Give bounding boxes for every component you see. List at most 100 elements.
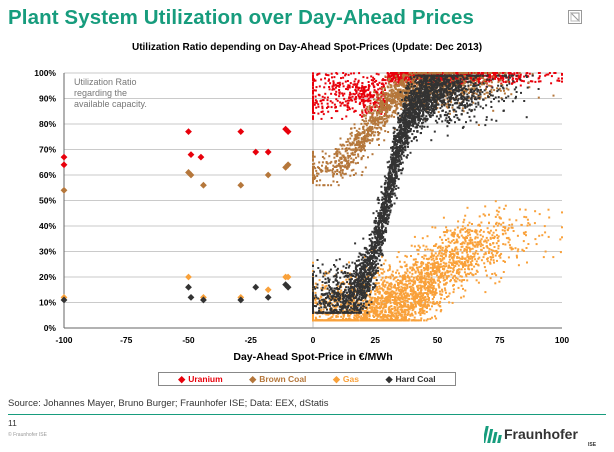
gas-cloud-point xyxy=(471,259,474,262)
gas-cloud-point xyxy=(370,249,373,252)
uranium-cloud-point xyxy=(365,112,368,115)
brown-coal-cloud-point xyxy=(410,73,413,76)
gas-cloud-point xyxy=(469,248,472,250)
gas-cloud-point xyxy=(414,261,417,263)
gas-cloud-point xyxy=(483,266,486,269)
gas-cloud-point xyxy=(450,256,453,259)
gas-cloud-point xyxy=(384,309,387,312)
gas-cloud-point xyxy=(440,238,443,241)
brown-coal-cloud-point xyxy=(346,144,349,147)
gas-cloud-point xyxy=(494,200,497,203)
gas-cloud-point xyxy=(314,297,317,300)
gas-cloud-point xyxy=(454,228,457,231)
uranium-cloud-point xyxy=(390,80,392,83)
brown-coal-cloud-point xyxy=(332,180,335,183)
gas-cloud-point xyxy=(447,266,450,269)
gas-cloud-point xyxy=(429,289,431,292)
gas-cloud-point xyxy=(453,266,456,269)
gas-cloud-point xyxy=(415,264,418,266)
uranium-cloud-point xyxy=(340,77,342,80)
gas-cloud-point xyxy=(538,213,541,216)
gas-cloud-point xyxy=(412,264,415,267)
gas-cloud-point xyxy=(319,304,322,307)
brown-coal-cloud-point xyxy=(390,114,393,117)
gas-cloud-point xyxy=(406,286,409,289)
gas-cloud-point xyxy=(433,245,435,247)
gas-cloud-point xyxy=(363,319,366,322)
uranium-cloud-point xyxy=(492,72,495,74)
gas-cloud-point xyxy=(402,300,405,303)
gas-cloud-point xyxy=(421,297,424,299)
gas-cloud-point xyxy=(429,286,432,289)
uranium-cloud-point xyxy=(400,74,403,77)
gas-cloud-point xyxy=(414,298,417,301)
gas-cloud-point xyxy=(427,285,430,288)
gas-cloud-point xyxy=(379,310,382,313)
gas-cloud-point xyxy=(389,317,392,320)
brown-coal-cloud-point xyxy=(497,81,500,84)
gas-cloud-point xyxy=(463,279,466,281)
brown-coal-cloud-point xyxy=(330,184,333,187)
gas-cloud-point xyxy=(442,268,445,271)
gas-cloud-point xyxy=(389,310,392,313)
gas-cloud-point xyxy=(445,275,448,278)
gas-cloud-point xyxy=(389,288,392,291)
gas-cloud-point xyxy=(393,283,396,286)
gas-cloud-point xyxy=(420,292,423,295)
uranium-cloud-point xyxy=(347,84,350,87)
uranium-cloud-point xyxy=(333,76,336,79)
gas-cloud-point xyxy=(471,273,474,276)
brown-coal-cloud-point xyxy=(324,152,327,155)
gas-cloud-point xyxy=(386,290,389,293)
gas-cloud-point xyxy=(443,279,446,281)
gas-cloud-point xyxy=(489,244,492,246)
gas-cloud-point xyxy=(439,257,442,260)
uranium-cloud-point xyxy=(358,103,361,105)
uranium-cloud-point xyxy=(377,88,380,91)
gas-cloud-point xyxy=(367,274,370,277)
gas-cloud-point xyxy=(384,284,387,286)
gas-cloud-point xyxy=(431,269,434,272)
gas-cloud-point xyxy=(371,296,374,299)
gas-cloud-point xyxy=(318,279,321,282)
gas-cloud-point xyxy=(408,279,411,282)
gas-cloud-point xyxy=(461,258,464,260)
gas-cloud-point xyxy=(411,269,414,272)
gas-cloud-point xyxy=(465,273,467,276)
gas-cloud-point xyxy=(407,303,410,306)
gas-cloud-point xyxy=(485,236,488,239)
gas-cloud-point xyxy=(407,319,410,322)
gas-cloud-point xyxy=(337,289,339,292)
gas-cloud-point xyxy=(400,297,403,300)
gas-cloud-point xyxy=(417,303,420,305)
gas-cloud-point xyxy=(491,253,494,256)
uranium-cloud-point xyxy=(351,99,354,102)
brown-coal-cloud-point xyxy=(364,114,367,117)
gas-cloud-point xyxy=(498,222,500,225)
gas-cloud-point xyxy=(412,291,415,294)
gas-cloud-point xyxy=(431,264,434,267)
gas-cloud-point xyxy=(418,281,421,284)
gas-cloud-point xyxy=(359,317,362,320)
gas-cloud-point xyxy=(442,279,445,282)
gas-cloud-point xyxy=(427,265,430,268)
gas-cloud-point xyxy=(490,256,493,259)
gas-cloud-point xyxy=(384,311,387,313)
uranium-cloud-point xyxy=(379,87,382,90)
brown-coal-cloud-point xyxy=(356,133,359,135)
uranium-cloud-point xyxy=(343,92,346,95)
gas-cloud-point xyxy=(394,295,397,298)
brown-coal-cloud-point xyxy=(336,181,339,183)
uranium-cloud-point xyxy=(511,78,514,81)
uranium-cloud-point xyxy=(315,106,318,109)
uranium-cloud-point xyxy=(334,86,337,89)
gas-cloud-point xyxy=(419,298,422,301)
gas-cloud-point xyxy=(429,308,432,311)
gas-cloud-point xyxy=(427,278,430,281)
brown-coal-cloud-point xyxy=(363,134,366,137)
uranium-cloud-point xyxy=(361,82,364,85)
uranium-cloud-point xyxy=(312,83,314,86)
gas-cloud-point xyxy=(500,252,503,255)
gas-cloud-point xyxy=(406,274,409,277)
brown-coal-cloud-point xyxy=(437,72,440,74)
